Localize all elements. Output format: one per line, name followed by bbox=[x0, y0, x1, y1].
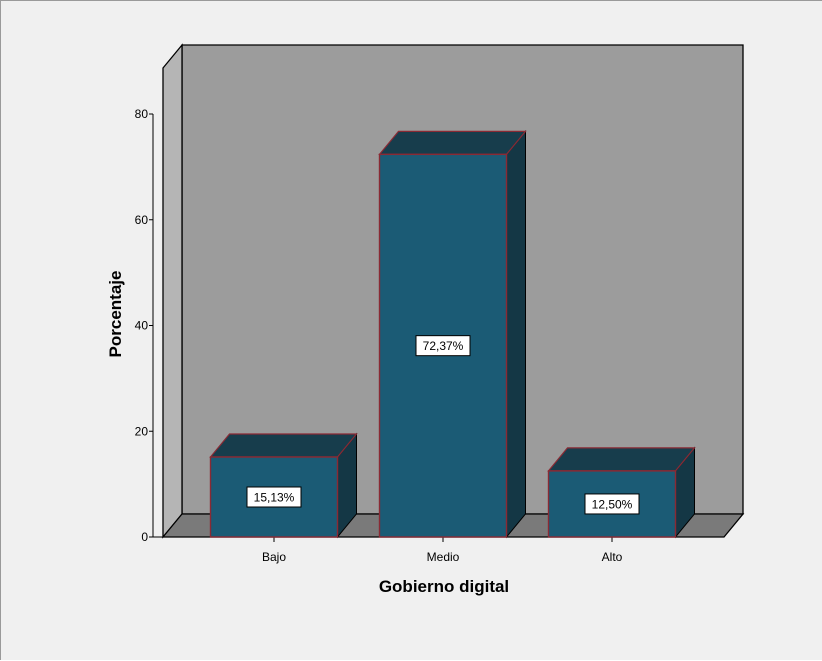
y-tick-label: 0 bbox=[141, 530, 148, 544]
bar-alto bbox=[547, 446, 696, 539]
bar-top-face bbox=[378, 130, 527, 155]
y-tick-label: 20 bbox=[135, 424, 149, 438]
bar-medio bbox=[378, 129, 527, 539]
x-axis-title: Gobierno digital bbox=[379, 577, 509, 596]
bar-top-face bbox=[547, 447, 696, 472]
bars-group bbox=[209, 129, 696, 539]
y-tick-label: 40 bbox=[135, 319, 149, 333]
data-label: 72,37% bbox=[423, 339, 464, 353]
y-tick-label: 80 bbox=[135, 107, 149, 121]
data-label-box bbox=[246, 486, 302, 508]
bar-front-face bbox=[547, 470, 677, 538]
data-label: 12,50% bbox=[592, 497, 633, 511]
x-tick-label: Alto bbox=[602, 550, 623, 564]
side-wall bbox=[162, 43, 183, 539]
labels-group: 0 20 40 60 80 15,13% Bajo 72,37% Medio 12,50% Alto bbox=[135, 107, 640, 564]
bar-top-face bbox=[209, 433, 358, 458]
y-axis-title: Porcentaje bbox=[106, 271, 125, 358]
data-label-box bbox=[415, 335, 471, 357]
bar-side-face bbox=[506, 129, 526, 539]
x-tick-label: Medio bbox=[427, 550, 460, 564]
data-label: 15,13% bbox=[254, 491, 295, 505]
x-tick-label: Bajo bbox=[262, 550, 286, 564]
bar-bajo bbox=[209, 432, 358, 539]
data-label-box bbox=[584, 493, 640, 515]
y-tick-label: 60 bbox=[135, 213, 149, 227]
